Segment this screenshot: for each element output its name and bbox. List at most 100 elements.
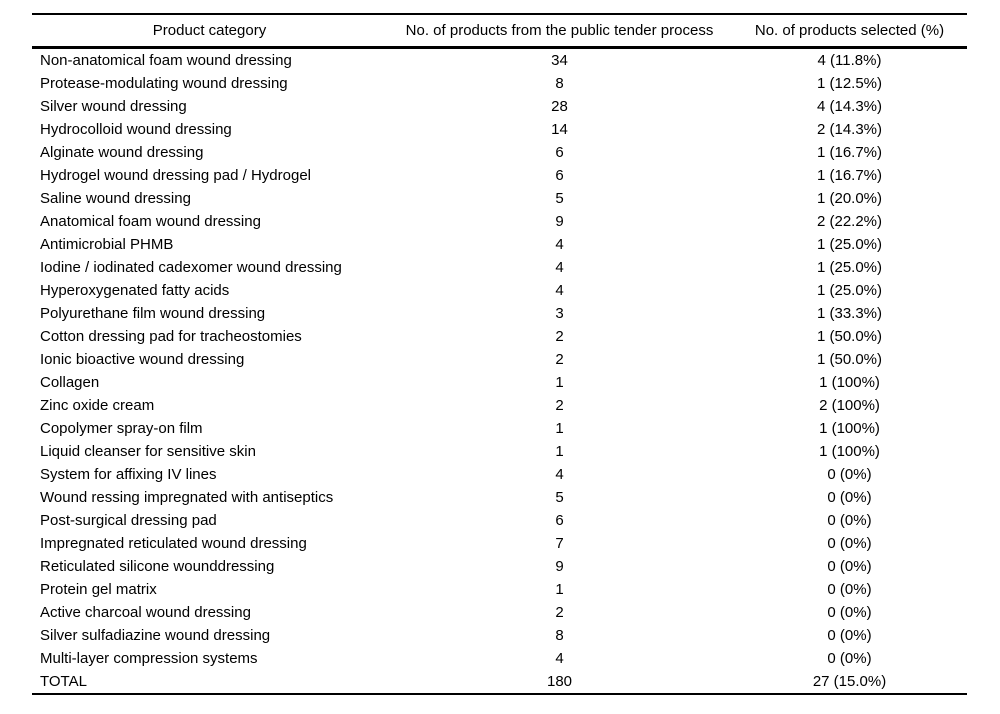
table-row: Non-anatomical foam wound dressing 34 4 (1… [32,48,967,73]
product-category-cell: Collagen [40,374,100,391]
product-category-cell: Liquid cleanser for sensitive skin [40,443,256,460]
table-row: Ionic bioactive wound dressing 2 1 (50.0%) [32,348,967,371]
selected-count-cell: 2 (14.3%) [816,121,883,138]
tender-count-cell: 9 [555,558,564,575]
tender-count-cell: 2 [555,604,564,621]
selected-count-cell: 1 (25.0%) [816,259,883,276]
tender-count-cell: 7 [555,535,564,552]
tender-count-cell: 180 [546,673,573,690]
tender-count-cell: 1 [555,420,564,437]
selected-count-cell: 1 (100%) [819,420,880,437]
selected-count-cell: 0 (0%) [827,581,872,598]
table-row: Silver wound dressing 28 4 (14.3%) [32,95,967,118]
selected-count-cell: 1 (50.0%) [816,328,883,345]
table-row: Post-surgical dressing pad 6 0 (0%) [32,509,967,532]
total-row: TOTAL 180 27 (15.0%) [32,670,967,694]
selected-count-cell: 1 (12.5%) [816,75,883,92]
product-category-cell: Antimicrobial PHMB [40,236,174,253]
product-category-cell: Active charcoal wound dressing [40,604,251,621]
table-row: Active charcoal wound dressing 2 0 (0%) [32,601,967,624]
tender-count-cell: 5 [555,190,564,207]
table-row: Impregnated reticulated wound dressing 7 0… [32,532,967,555]
table-row: Wound ressing impregnated with antisepti… [32,486,967,509]
selected-count-cell: 0 (0%) [827,535,872,552]
selected-count-cell: 0 (0%) [827,512,872,529]
table-row: Hyperoxygenated fatty acids 4 1 (25.0%) [32,279,967,302]
tender-count-cell: 3 [555,305,564,322]
table-row: Multi-layer compression systems 4 0 (0%) [32,647,967,670]
table-row: Anatomical foam wound dressing 9 2 (22.2%) [32,210,967,233]
tender-count-cell: 1 [555,443,564,460]
product-category-cell: Impregnated reticulated wound dressing [40,535,307,552]
table-row: Copolymer spray-on film 1 1 (100%) [32,417,967,440]
product-category-cell: Polyurethane film wound dressing [40,305,266,322]
table-row: Protease-modulating wound dressing 8 1 (12… [32,72,967,95]
product-category-cell: Silver sulfadiazine wound dressing [40,627,271,644]
table-row: Saline wound dressing 5 1 (20.0%) [32,187,967,210]
tender-count-cell: 8 [555,627,564,644]
product-category-cell: Cotton dressing pad for tracheostomies [40,328,302,345]
tender-count-cell: 28 [551,98,568,115]
selected-count-cell: 0 (0%) [827,604,872,621]
table-row: Cotton dressing pad for tracheostomies 2 1… [32,325,967,348]
table-row: Iodine / iodinated cadexomer wound dress… [32,256,967,279]
table-row: Hydrocolloid wound dressing 14 2 (14.3%) [32,118,967,141]
product-category-cell: Hyperoxygenated fatty acids [40,282,230,299]
tender-count-cell: 14 [551,121,568,138]
table-row: Collagen 1 1 (100%) [32,371,967,394]
table-row: Polyurethane film wound dressing 3 1 (33.3… [32,302,967,325]
selected-count-cell: 4 (11.8%) [817,52,882,69]
product-category-cell: System for affixing IV lines [40,466,217,483]
selected-count-cell: 0 (0%) [827,627,872,644]
product-category-cell: Saline wound dressing [40,190,191,207]
product-category-cell: Protease-modulating wound dressing [40,75,288,92]
table-row: Hydrogel wound dressing pad / Hydrogel 6 1… [32,164,967,187]
table-row: Antimicrobial PHMB 4 1 (25.0%) [32,233,967,256]
selected-count-cell: 0 (0%) [827,650,872,667]
header-row: Product category No. of products from th… [32,14,967,49]
tender-count-cell: 8 [555,75,564,92]
table-row: Reticulated silicone wounddressing 9 0 (0%… [32,555,967,578]
selected-count-cell: 1 (100%) [819,374,880,391]
tender-count-cell: 1 [555,374,564,391]
table-body: Non-anatomical foam wound dressing 34 4 (1… [32,48,967,695]
selected-count-cell: 1 (25.0%) [816,236,883,253]
product-category-cell: Anatomical foam wound dressing [40,213,261,230]
selected-count-cell: 1 (16.7%) [816,167,883,184]
selected-count-cell: 0 (0%) [827,558,872,575]
tender-count-cell: 2 [555,328,564,345]
product-category-cell: Non-anatomical foam wound dressing [40,52,292,69]
tender-count-cell: 5 [555,489,564,506]
product-category-cell: TOTAL [40,673,87,690]
product-category-cell: Protein gel matrix [40,581,157,598]
selected-count-cell: 1 (25.0%) [816,282,883,299]
col-header-tender-count: No. of products from the public tender p… [387,14,732,49]
table-row: System for affixing IV lines 4 0 (0%) [32,463,967,486]
tender-count-cell: 4 [555,466,564,483]
selected-count-cell: 2 (100%) [819,397,880,414]
tender-count-cell: 4 [555,282,564,299]
selected-count-cell: 1 (20.0%) [816,190,883,207]
tender-count-cell: 6 [555,512,564,529]
product-category-cell: Multi-layer compression systems [40,650,258,667]
tender-count-cell: 6 [555,144,564,161]
product-category-cell: Zinc oxide cream [40,397,155,414]
product-category-cell: Copolymer spray-on film [40,420,203,437]
product-category-cell: Alginate wound dressing [40,144,204,161]
tender-count-cell: 4 [555,650,564,667]
product-category-cell: Wound ressing impregnated with antisepti… [40,489,334,506]
selected-count-cell: 0 (0%) [827,489,872,506]
table-row: Protein gel matrix 1 0 (0%) [32,578,967,601]
selected-count-cell: 0 (0%) [827,466,872,483]
table-row: Liquid cleanser for sensitive skin 1 1 (10… [32,440,967,463]
product-category-cell: Iodine / iodinated cadexomer wound dress… [40,259,342,276]
tender-count-cell: 34 [551,52,568,69]
product-category-cell: Ionic bioactive wound dressing [40,351,245,368]
selected-count-cell: 1 (33.3%) [816,305,883,322]
table-row: Silver sulfadiazine wound dressing 8 0 (0%… [32,624,967,647]
tender-count-cell: 2 [555,397,564,414]
product-category-cell: Silver wound dressing [40,98,187,115]
product-category-cell: Reticulated silicone wounddressing [40,558,275,575]
selected-count-cell: 4 (14.3%) [816,98,883,115]
